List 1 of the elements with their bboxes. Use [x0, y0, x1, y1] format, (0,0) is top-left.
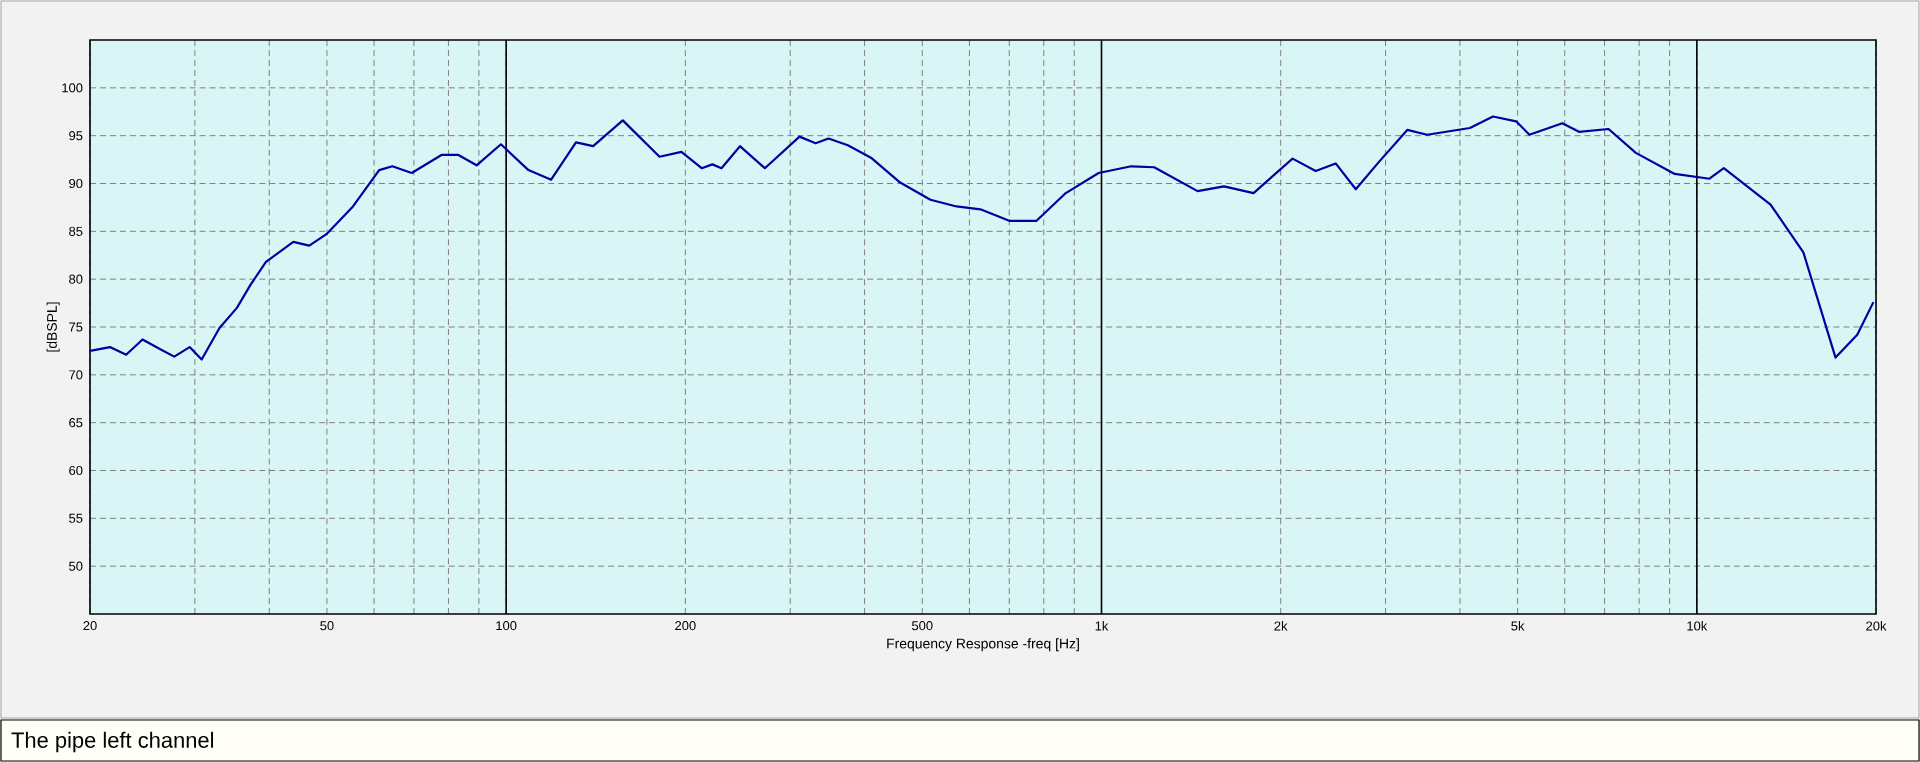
text: The pipe left channel — [11, 731, 214, 753]
